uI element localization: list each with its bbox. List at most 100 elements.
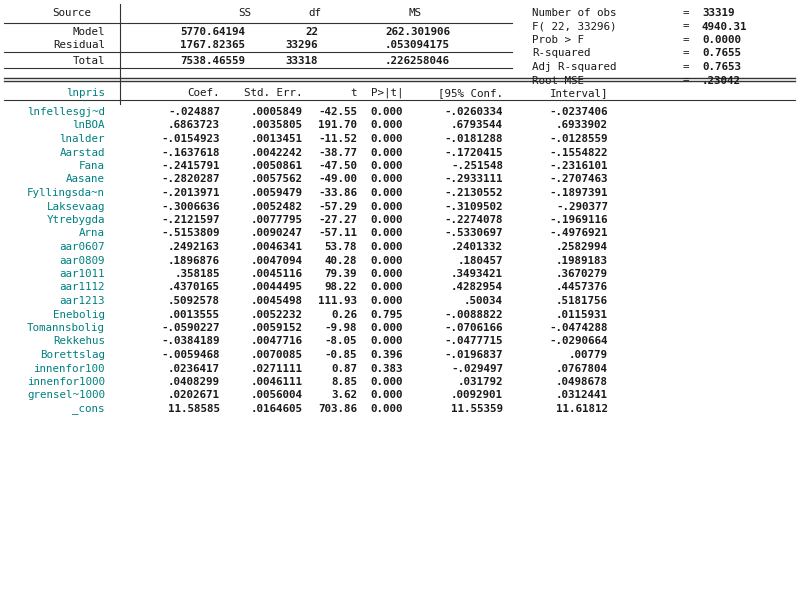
Text: -.029497: -.029497 — [451, 364, 503, 373]
Text: .4370165: .4370165 — [168, 283, 220, 292]
Text: R-squared: R-squared — [532, 48, 590, 58]
Text: .0092901: .0092901 — [451, 390, 503, 400]
Text: -11.52: -11.52 — [318, 134, 357, 144]
Text: -.0384189: -.0384189 — [161, 337, 220, 346]
Text: .053094175: .053094175 — [385, 40, 450, 50]
Text: aar0607: aar0607 — [59, 242, 105, 252]
Text: Source: Source — [53, 8, 92, 18]
Text: -.2274078: -.2274078 — [444, 215, 503, 225]
Text: .0052482: .0052482 — [251, 202, 303, 211]
Text: .226258046: .226258046 — [385, 56, 450, 66]
Text: .3670279: .3670279 — [556, 269, 608, 279]
Text: .0057562: .0057562 — [251, 175, 303, 185]
Text: -33.86: -33.86 — [318, 188, 357, 198]
Text: Model: Model — [73, 27, 105, 37]
Text: -.4976921: -.4976921 — [550, 229, 608, 238]
Text: Rekkehus: Rekkehus — [53, 337, 105, 346]
Text: -.0154923: -.0154923 — [161, 134, 220, 144]
Text: -.0706166: -.0706166 — [444, 323, 503, 333]
Text: -.0059468: -.0059468 — [161, 350, 220, 360]
Text: .0236417: .0236417 — [168, 364, 220, 373]
Text: Fana: Fana — [79, 161, 105, 171]
Text: -.5153809: -.5153809 — [161, 229, 220, 238]
Text: .0047716: .0047716 — [251, 337, 303, 346]
Text: =: = — [683, 75, 690, 85]
Text: Root MSE: Root MSE — [532, 75, 584, 85]
Text: 0.000: 0.000 — [371, 256, 403, 265]
Text: .0005849: .0005849 — [251, 107, 303, 117]
Text: 0.000: 0.000 — [371, 121, 403, 131]
Text: -47.50: -47.50 — [318, 161, 357, 171]
Text: Prob > F: Prob > F — [532, 35, 584, 45]
Text: aar0809: aar0809 — [59, 256, 105, 265]
Text: Aarstad: Aarstad — [59, 148, 105, 158]
Text: 11.58585: 11.58585 — [168, 404, 220, 414]
Text: .0059152: .0059152 — [251, 323, 303, 333]
Text: 191.70: 191.70 — [318, 121, 357, 131]
Text: _cons: _cons — [73, 404, 105, 414]
Text: .0498678: .0498678 — [556, 377, 608, 387]
Text: -38.77: -38.77 — [318, 148, 357, 158]
Text: Ytrebygda: Ytrebygda — [46, 215, 105, 225]
Text: -.0590227: -.0590227 — [161, 323, 220, 333]
Text: 33318: 33318 — [285, 56, 318, 66]
Text: .0013451: .0013451 — [251, 134, 303, 144]
Text: grensel~1000: grensel~1000 — [27, 390, 105, 400]
Text: .0070085: .0070085 — [251, 350, 303, 360]
Text: aar1011: aar1011 — [59, 269, 105, 279]
Text: =: = — [683, 8, 690, 18]
Text: Adj R-squared: Adj R-squared — [532, 62, 617, 72]
Text: .0047094: .0047094 — [251, 256, 303, 265]
Text: -.290377: -.290377 — [556, 202, 608, 211]
Text: -.024887: -.024887 — [168, 107, 220, 117]
Text: 0.795: 0.795 — [371, 310, 403, 319]
Text: .0035805: .0035805 — [251, 121, 303, 131]
Text: Enebolig: Enebolig — [53, 310, 105, 319]
Text: t: t — [351, 88, 357, 98]
Text: -.0181288: -.0181288 — [444, 134, 503, 144]
Text: .0056004: .0056004 — [251, 390, 303, 400]
Text: .4282954: .4282954 — [451, 283, 503, 292]
Text: 0.000: 0.000 — [371, 296, 403, 306]
Text: .031792: .031792 — [458, 377, 503, 387]
Text: 0.000: 0.000 — [371, 134, 403, 144]
Text: -.1969116: -.1969116 — [550, 215, 608, 225]
Text: 0.7655: 0.7655 — [702, 48, 741, 58]
Text: .00779: .00779 — [569, 350, 608, 360]
Text: aar1112: aar1112 — [59, 283, 105, 292]
Text: 11.61812: 11.61812 — [556, 404, 608, 414]
Text: .5181756: .5181756 — [556, 296, 608, 306]
Text: .5092578: .5092578 — [168, 296, 220, 306]
Text: lnalder: lnalder — [59, 134, 105, 144]
Text: -42.55: -42.55 — [318, 107, 357, 117]
Text: 0.7653: 0.7653 — [702, 62, 741, 72]
Text: Laksevaag: Laksevaag — [46, 202, 105, 211]
Text: 0.000: 0.000 — [371, 404, 403, 414]
Text: -.0474288: -.0474288 — [550, 323, 608, 333]
Text: 0.000: 0.000 — [371, 229, 403, 238]
Text: 0.000: 0.000 — [371, 215, 403, 225]
Text: 0.000: 0.000 — [371, 107, 403, 117]
Text: 0.383: 0.383 — [371, 364, 403, 373]
Text: -.2013971: -.2013971 — [161, 188, 220, 198]
Text: lnfellesgj~d: lnfellesgj~d — [27, 107, 105, 117]
Text: Aasane: Aasane — [66, 175, 105, 185]
Text: -.1554822: -.1554822 — [550, 148, 608, 158]
Text: -9.98: -9.98 — [324, 323, 357, 333]
Text: =: = — [683, 62, 690, 72]
Text: 5770.64194: 5770.64194 — [180, 27, 245, 37]
Text: Number of obs: Number of obs — [532, 8, 617, 18]
Text: .0767804: .0767804 — [556, 364, 608, 373]
Text: -.0477715: -.0477715 — [444, 337, 503, 346]
Text: 11.55359: 11.55359 — [451, 404, 503, 414]
Text: .4457376: .4457376 — [556, 283, 608, 292]
Text: 98.22: 98.22 — [324, 283, 357, 292]
Text: 0.000: 0.000 — [371, 148, 403, 158]
Text: .0045116: .0045116 — [251, 269, 303, 279]
Text: .0046341: .0046341 — [251, 242, 303, 252]
Text: .0312441: .0312441 — [556, 390, 608, 400]
Text: .2582994: .2582994 — [556, 242, 608, 252]
Text: -.0128559: -.0128559 — [550, 134, 608, 144]
Text: 0.000: 0.000 — [371, 175, 403, 185]
Text: 0.000: 0.000 — [371, 283, 403, 292]
